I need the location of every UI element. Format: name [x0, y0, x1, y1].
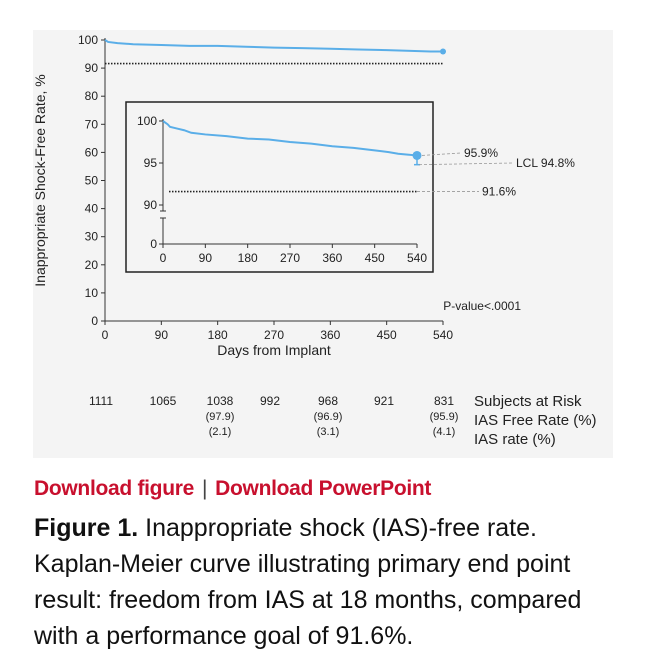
inset-km-curve [162, 120, 418, 157]
annotation-95-9: 95.9% [464, 146, 498, 160]
download-figure-link[interactable]: Download figure [34, 477, 194, 500]
inset-chart: 100 95 90 00 90 180 270 360 450 540 95.9% LCL 94.8%… [125, 101, 575, 273]
figure-label: Figure 1. [34, 514, 139, 542]
x-tick-label: 270 [264, 328, 284, 342]
inset-x-tick-label: 540 [407, 251, 427, 265]
y-tick-label: 40 [85, 202, 99, 216]
download-links: Download figure | Download PowerPoint [34, 477, 431, 501]
inset-y-tick-label: 95 [144, 156, 158, 170]
risk-subjects-value: 1038 [207, 394, 234, 408]
leader-line [421, 152, 462, 156]
risk-subjects-value: 1111 [89, 394, 113, 408]
risk-row-label-subjects: Subjects at Risk [474, 393, 582, 410]
risk-ias-rate-value: (2.1) [209, 426, 232, 438]
y-tick-label: 0 [91, 314, 98, 328]
x-tick-label: 360 [320, 328, 340, 342]
x-tick-label: 90 [155, 328, 169, 342]
y-tick-label: 70 [85, 117, 99, 131]
annotation-91-6: 91.6% [482, 185, 516, 199]
figure-caption: Figure 1. Inappropriate shock (IAS)-free… [34, 510, 619, 654]
inset-endpoint [412, 150, 422, 160]
risk-free-rate-value: (95.9) [430, 411, 459, 423]
inset-x-tick-label: 270 [280, 251, 300, 265]
risk-subjects-value: 992 [260, 394, 280, 408]
y-tick-label: 30 [85, 230, 99, 244]
y-tick-label: 100 [78, 33, 98, 47]
km-chart: 0 10 20 30 40 50 60 70 80 90 100 0 90 180 270 360 450 540… [33, 33, 597, 448]
annotation-lcl: LCL 94.8% [516, 156, 575, 170]
risk-subjects-value: 831 [434, 394, 454, 408]
risk-free-rate-value: (97.9) [206, 411, 235, 423]
inset-y-tick-label: 0 [150, 237, 157, 251]
main-chart-plot: P-value<.0001 [104, 39, 521, 313]
y-tick-label: 50 [85, 174, 99, 188]
risk-ias-rate-value: (4.1) [433, 426, 456, 438]
risk-row-label-ias-rate: IAS rate (%) [474, 431, 556, 448]
inset-x-tick-label: 450 [365, 251, 385, 265]
km-curve [104, 39, 443, 53]
inset-x-tick-label: 0 [160, 251, 167, 265]
x-tick-label: 180 [208, 328, 228, 342]
risk-ias-rate-value: (3.1) [317, 426, 340, 438]
x-axis-title: Days from Implant [217, 342, 331, 358]
x-tick-label: 450 [377, 328, 397, 342]
km-curve-endpoint [440, 48, 446, 55]
p-value-label: P-value<.0001 [443, 299, 521, 313]
inset-y-tick-label: 100 [137, 114, 157, 128]
figure-panel: 0 10 20 30 40 50 60 70 80 90 100 0 90 180 270 360 450 540… [33, 30, 613, 458]
x-tick-label: 0 [102, 328, 109, 342]
link-separator: | [202, 477, 208, 500]
y-axis-title: Inappropriate Shock-Free Rate, % [33, 74, 48, 286]
risk-table: 1111 1065 1038 (97.9) (2.1) 992 968 (96.9) (3.1)… [89, 393, 597, 448]
y-tick-label: 80 [85, 89, 99, 103]
caption-text: Inappropriate shock (IAS)-free rate. Kap… [34, 514, 582, 650]
inset-x-tick-label: 180 [238, 251, 258, 265]
risk-free-rate-value: (96.9) [314, 411, 343, 423]
y-tick-label: 20 [85, 258, 99, 272]
y-tick-label: 60 [85, 145, 99, 159]
y-tick-label: 90 [85, 61, 99, 75]
y-tick-label: 10 [85, 286, 99, 300]
x-tick-label: 540 [433, 328, 453, 342]
risk-subjects-value: 921 [374, 394, 394, 408]
risk-row-label-free-rate: IAS Free Rate (%) [474, 412, 597, 429]
inset-frame [125, 101, 434, 273]
risk-subjects-value: 968 [318, 394, 338, 408]
risk-subjects-value: 1065 [150, 394, 177, 408]
download-powerpoint-link[interactable]: Download PowerPoint [215, 477, 432, 500]
inset-x-tick-label: 90 [199, 251, 213, 265]
inset-x-tick-label: 360 [322, 251, 342, 265]
leader-line [418, 162, 514, 166]
main-chart-axes: 0 10 20 30 40 50 60 70 80 90 100 0 90 180 270 360 450 540… [33, 33, 453, 358]
inset-y-tick-label: 90 [144, 198, 158, 212]
